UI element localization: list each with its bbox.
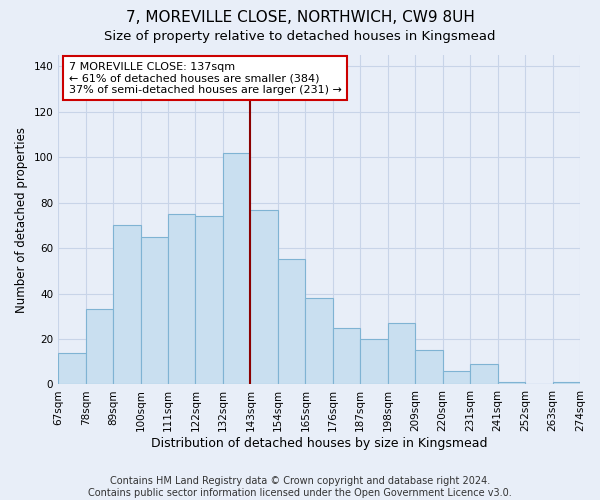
Bar <box>443 371 470 384</box>
Text: 7, MOREVILLE CLOSE, NORTHWICH, CW9 8UH: 7, MOREVILLE CLOSE, NORTHWICH, CW9 8UH <box>125 10 475 25</box>
Bar <box>113 226 140 384</box>
Text: Contains HM Land Registry data © Crown copyright and database right 2024.
Contai: Contains HM Land Registry data © Crown c… <box>88 476 512 498</box>
Text: 7 MOREVILLE CLOSE: 137sqm
← 61% of detached houses are smaller (384)
37% of semi: 7 MOREVILLE CLOSE: 137sqm ← 61% of detac… <box>68 62 341 95</box>
Bar <box>553 382 580 384</box>
Bar <box>168 214 196 384</box>
Bar <box>333 328 360 384</box>
Bar <box>250 210 278 384</box>
Bar <box>86 310 113 384</box>
X-axis label: Distribution of detached houses by size in Kingsmead: Distribution of detached houses by size … <box>151 437 487 450</box>
Bar <box>470 364 497 384</box>
Bar <box>497 382 525 384</box>
Bar <box>58 352 86 384</box>
Bar <box>278 260 305 384</box>
Bar <box>388 323 415 384</box>
Y-axis label: Number of detached properties: Number of detached properties <box>15 126 28 312</box>
Bar <box>196 216 223 384</box>
Bar <box>305 298 333 384</box>
Bar <box>415 350 443 384</box>
Bar <box>360 339 388 384</box>
Bar <box>223 152 250 384</box>
Bar <box>140 237 168 384</box>
Text: Size of property relative to detached houses in Kingsmead: Size of property relative to detached ho… <box>104 30 496 43</box>
